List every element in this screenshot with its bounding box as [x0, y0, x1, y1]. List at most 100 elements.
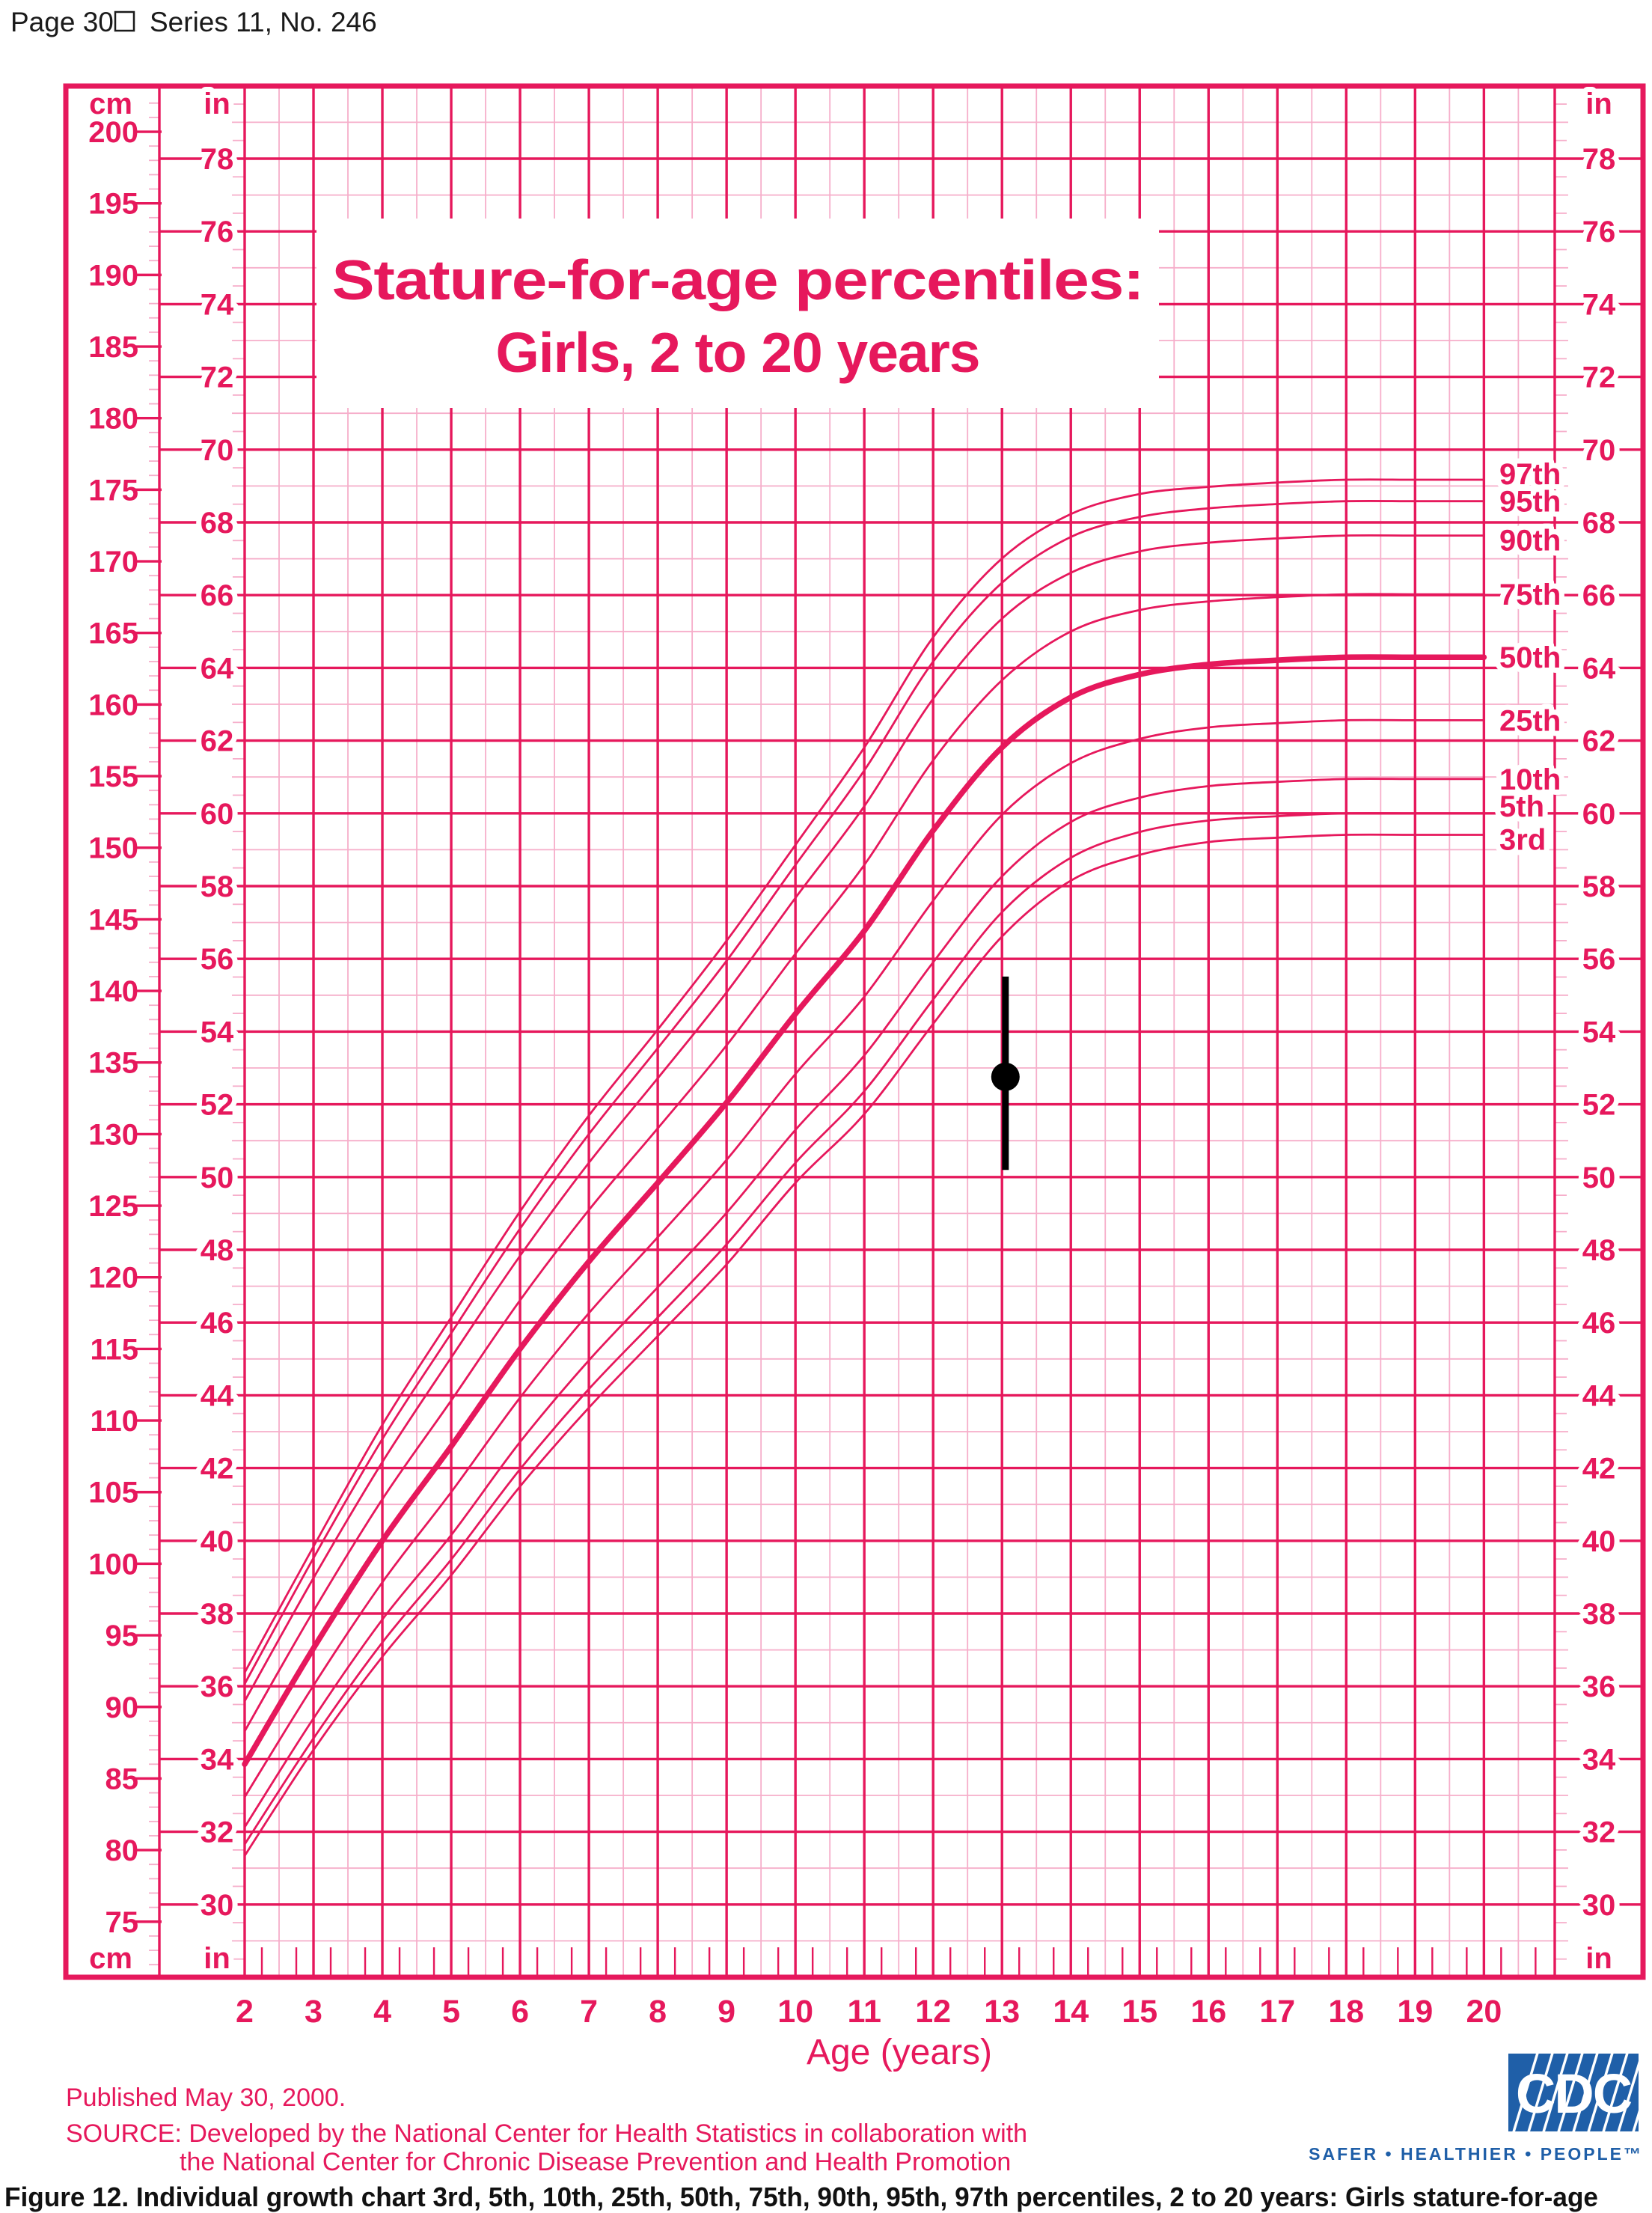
y-tick-label-cm: 85 [105, 1762, 139, 1795]
y-tick-label-in-right: 62 [1582, 725, 1616, 758]
y-tick-label-cm: 170 [88, 546, 138, 579]
y-tick-label-in-left: 42 [201, 1453, 234, 1486]
y-tick-label-in-left: 66 [201, 579, 234, 612]
y-tick-label-in-right: 38 [1582, 1598, 1616, 1631]
y-tick-label-in-right: 46 [1582, 1307, 1616, 1340]
y-tick-label-in-left: 46 [201, 1307, 234, 1340]
y-tick-label-in-left: 36 [201, 1670, 234, 1703]
y-tick-label-in-left: 48 [201, 1234, 234, 1267]
percentile-label-75th: 75th [1499, 579, 1561, 611]
y-tick-label-cm: 140 [88, 975, 138, 1008]
x-tick-label-year: 5 [442, 1994, 460, 2030]
y-tick-label-in-left: 74 [201, 288, 234, 321]
y-tick-label-in-left: 60 [201, 798, 234, 831]
percentile-label-50th: 50th [1499, 641, 1561, 674]
y-tick-label-in-right: 72 [1582, 361, 1616, 394]
y-tick-label-cm: 175 [88, 474, 138, 507]
unit-label-cm: cm [89, 1942, 132, 1975]
y-tick-label-in-right: 70 [1582, 434, 1616, 467]
percentile-curves-layer [242, 478, 1487, 1858]
x-axis-title: Age (years) [807, 2033, 992, 2072]
y-tick-label-cm: 195 [88, 188, 138, 221]
x-tick-label-year: 15 [1122, 1994, 1157, 2030]
unit-label-in: in [204, 88, 230, 120]
logo-stripe [1632, 2110, 1639, 2131]
y-tick-label-in-left: 78 [201, 143, 234, 176]
logo-stripe [1572, 2054, 1599, 2131]
y-tick-label-in-left: 52 [201, 1089, 234, 1122]
y-tick-label-in-left: 32 [201, 1816, 234, 1849]
y-tick-label-in-right: 52 [1582, 1089, 1616, 1122]
y-tick-label-cm: 90 [105, 1691, 139, 1724]
y-tick-label-cm: 185 [88, 331, 138, 364]
percentile-label-10th: 10th [1499, 763, 1561, 796]
y-tick-label-in-right: 42 [1582, 1453, 1616, 1486]
y-tick-label-cm: 150 [88, 832, 138, 865]
y-tick-label-cm: 125 [88, 1190, 138, 1223]
y-tick-label-in-right: 58 [1582, 870, 1616, 903]
y-tick-label-in-left: 70 [201, 434, 234, 467]
y-tick-label-in-right: 32 [1582, 1816, 1616, 1849]
chart-title-line1: Stature-for-age percentiles: [332, 248, 1144, 311]
y-tick-label-cm: 130 [88, 1118, 138, 1151]
percentile-curve-90th [243, 534, 1485, 1703]
y-tick-label-cm: 110 [90, 1405, 138, 1438]
x-tick-label-year: 12 [915, 1994, 951, 2030]
published-date: Published May 30, 2000. [66, 2084, 346, 2112]
percentile-curve-50th [242, 654, 1487, 1768]
y-tick-label-in-right: 76 [1582, 216, 1616, 248]
source-line1: SOURCE: Developed by the National Center… [66, 2119, 1027, 2148]
percentile-label-5th: 5th [1499, 790, 1544, 823]
chart-title-box: Stature-for-age percentiles: Girls, 2 to… [316, 219, 1159, 408]
x-tick-label-year: 8 [649, 1994, 667, 2030]
percentile-label-90th: 90th [1499, 525, 1561, 558]
percentile-label-25th: 25th [1499, 704, 1561, 737]
y-tick-label-in-left: 56 [201, 943, 234, 976]
percentile-label-95th: 95th [1499, 486, 1561, 519]
y-tick-label-in-right: 68 [1582, 507, 1616, 540]
page-number: Page 30 [10, 7, 114, 37]
y-tick-label-cm: 190 [88, 259, 138, 292]
x-tick-label-year: 18 [1328, 1994, 1364, 2030]
y-tick-label-cm: 160 [88, 689, 138, 721]
percentile-curve-75th [243, 593, 1485, 1733]
cdc-logo-text: CDC [1516, 2063, 1632, 2125]
y-tick-label-in-left: 34 [201, 1743, 234, 1776]
y-tick-label-in-left: 68 [201, 507, 234, 540]
unit-label-cm: cm [89, 88, 132, 120]
y-tick-label-in-right: 36 [1582, 1670, 1616, 1703]
logo-stripe [1557, 2054, 1584, 2131]
logo-stripe [1617, 2060, 1639, 2131]
percentile-label-97th: 97th [1499, 458, 1561, 491]
percentile-curve-5th [243, 812, 1485, 1846]
y-tick-label-cm: 180 [88, 403, 138, 436]
y-tick-label-in-left: 76 [201, 216, 234, 248]
y-tick-label-in-left: 44 [201, 1379, 234, 1412]
y-tick-label-in-left: 54 [201, 1016, 234, 1048]
y-tick-label-in-left: 38 [201, 1598, 234, 1631]
y-tick-label-in-right: 34 [1582, 1743, 1616, 1776]
x-tick-label-year: 9 [718, 1994, 735, 2030]
y-tick-label-cm: 105 [88, 1477, 138, 1510]
x-tick-label-year: 14 [1053, 1994, 1089, 2030]
y-tick-label-in-right: 40 [1582, 1525, 1616, 1558]
x-tick-label-year: 17 [1259, 1994, 1295, 2030]
y-tick-label-in-right: 60 [1582, 798, 1616, 831]
percentile-curve-25th [243, 718, 1485, 1798]
y-tick-label-in-left: 72 [201, 361, 234, 394]
y-tick-label-in-right: 50 [1582, 1162, 1616, 1194]
logo-stripe [1512, 2054, 1539, 2131]
figure-caption: Figure 12. Individual growth chart 3rd, … [4, 2182, 1598, 2212]
y-tick-label-in-left: 62 [201, 725, 234, 758]
x-tick-label-year: 20 [1466, 1994, 1502, 2030]
x-tick-label-year: 2 [236, 1994, 254, 2030]
x-tick-label-year: 11 [847, 1994, 881, 2030]
y-tick-label-in-right: 44 [1582, 1379, 1616, 1412]
y-tick-label-in-left: 58 [201, 870, 234, 903]
y-tick-label-in-left: 40 [201, 1525, 234, 1558]
axis-labels-layer: 7580859095100105110115120125130135140145… [88, 82, 1621, 2030]
unit-label-in: in [204, 1942, 230, 1975]
x-tick-label-year: 6 [511, 1994, 529, 2030]
percentile-curve-97th [243, 478, 1485, 1674]
